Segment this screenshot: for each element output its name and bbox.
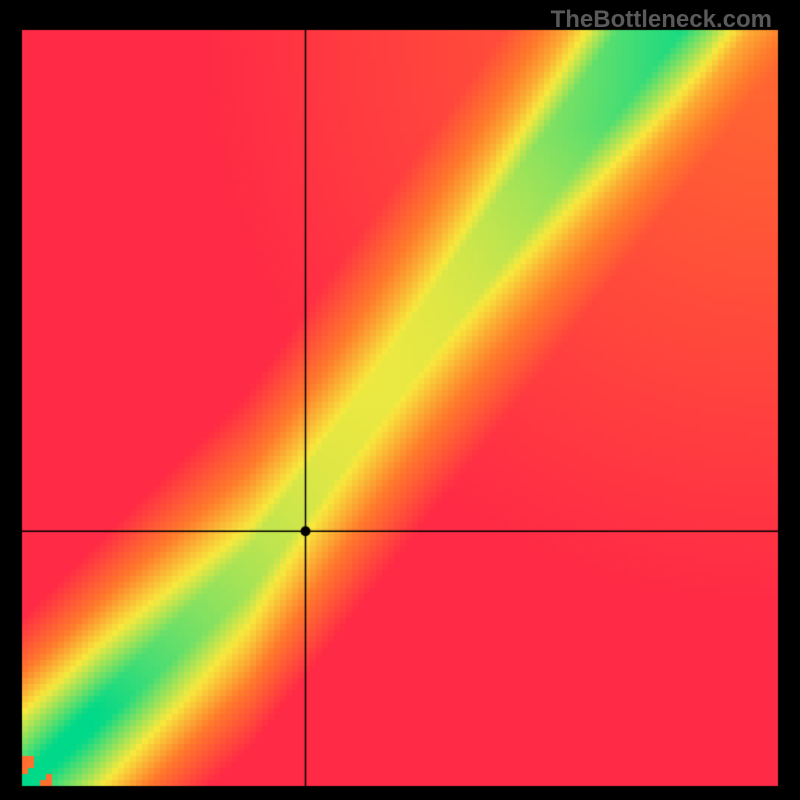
watermark-text: TheBottleneck.com <box>551 6 772 34</box>
chart-container: TheBottleneck.com <box>0 0 800 800</box>
bottleneck-heatmap-canvas <box>0 0 800 800</box>
